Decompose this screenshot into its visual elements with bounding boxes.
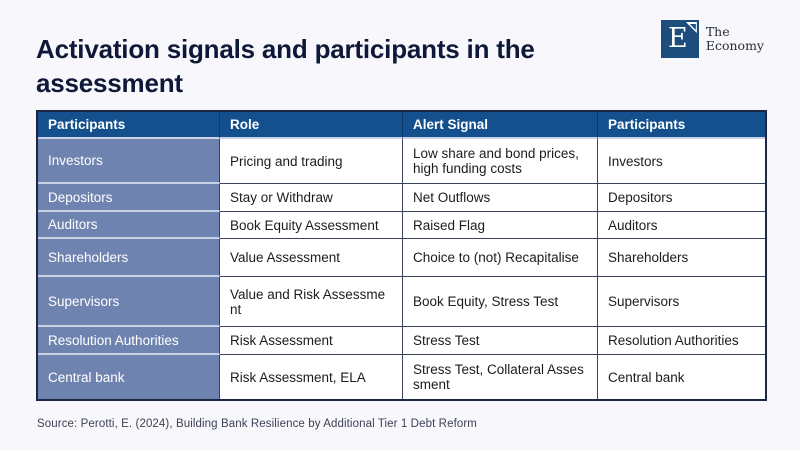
table-row: Supervisors Value and Risk Assessme nt B…: [38, 277, 765, 327]
source-line: Source: Perotti, E. (2024), Building Ban…: [37, 418, 477, 430]
role-cell: Stay or Withdraw: [220, 184, 403, 212]
logo-wordmark: The Economy: [705, 23, 764, 54]
participant-cell: Shareholders: [38, 239, 220, 277]
column-header-alert-signal: Alert Signal: [403, 112, 598, 139]
table-header-row: Participants Role Alert Signal Participa…: [38, 112, 765, 139]
assessment-table-container: Participants Role Alert Signal Participa…: [36, 110, 767, 401]
participant-cell: Auditors: [38, 212, 220, 239]
table-row: Resolution Authorities Risk Assessment S…: [38, 327, 765, 355]
assessment-table: Participants Role Alert Signal Participa…: [36, 110, 767, 401]
column-header-participants: Participants: [38, 112, 220, 139]
participant-cell: Central bank: [38, 355, 220, 399]
participant-cell: Supervisors: [38, 277, 220, 327]
the-economy-logo: E The Economy: [660, 20, 764, 58]
table-row: Auditors Book Equity Assessment Raised F…: [38, 212, 765, 239]
role-cell: Risk Assessment: [220, 327, 403, 355]
alert-signal-cell: Stress Test: [403, 327, 598, 355]
logo-letter: E: [667, 22, 688, 54]
role-cell: Value Assessment: [220, 239, 403, 277]
participant2-cell: Auditors: [598, 212, 765, 239]
alert-signal-cell: Stress Test, Collateral Asses sment: [403, 355, 598, 399]
alert-signal-cell: Low share and bond prices, high funding …: [403, 139, 598, 184]
participant2-cell: Investors: [598, 139, 765, 184]
logo-wordmark-line1: The: [705, 23, 730, 39]
logo-square: E: [660, 20, 699, 58]
logo-quote-mark-icon: [685, 22, 697, 33]
participant2-cell: Central bank: [598, 355, 765, 399]
alert-signal-cell: Net Outflows: [403, 184, 598, 212]
alert-signal-cell: Raised Flag: [403, 212, 598, 239]
column-header-role: Role: [220, 112, 403, 139]
page-title: Activation signals and participants in t…: [36, 34, 535, 98]
logo-wordmark-line2: Economy: [705, 38, 764, 53]
role-cell: Risk Assessment, ELA: [220, 355, 403, 399]
role-cell: Book Equity Assessment: [220, 212, 403, 239]
participant-cell: Resolution Authorities: [38, 327, 220, 355]
participant-cell: Depositors: [38, 184, 220, 212]
alert-signal-cell: Book Equity, Stress Test: [403, 277, 598, 327]
participant2-cell: Supervisors: [598, 277, 765, 327]
participant-cell: Investors: [38, 139, 220, 184]
table-row: Shareholders Value Assessment Choice to …: [38, 239, 765, 277]
column-header-participants-2: Participants: [598, 112, 765, 139]
table-row: Investors Pricing and trading Low share …: [38, 139, 765, 184]
role-cell: Pricing and trading: [220, 139, 403, 184]
logo-quote-mark-inner-icon: [689, 24, 696, 30]
role-cell: Value and Risk Assessme nt: [220, 277, 403, 327]
participant2-cell: Depositors: [598, 184, 765, 212]
table-row: Central bank Risk Assessment, ELA Stress…: [38, 355, 765, 399]
table-row: Depositors Stay or Withdraw Net Outflows…: [38, 184, 765, 212]
participant2-cell: Resolution Authorities: [598, 327, 765, 355]
alert-signal-cell: Choice to (not) Recapitalise: [403, 239, 598, 277]
participant2-cell: Shareholders: [598, 239, 765, 277]
